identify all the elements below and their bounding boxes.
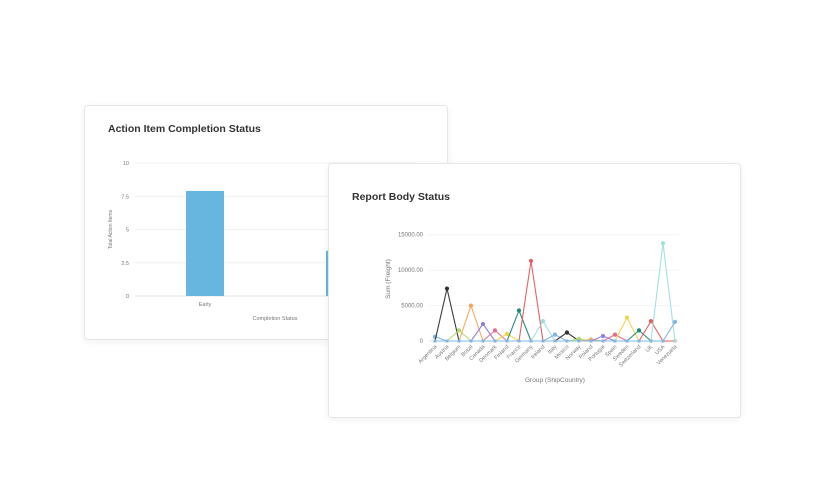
data-point [564, 330, 570, 335]
data-point [636, 328, 642, 333]
data-point [648, 319, 654, 324]
y-tick-label: 10000.00 [398, 268, 424, 274]
data-point [589, 339, 593, 343]
data-point [600, 333, 606, 339]
y-tick-label: 15000.00 [398, 233, 424, 239]
y-axis-label: Total Action Items [108, 209, 114, 249]
data-point [624, 315, 630, 320]
data-point [612, 332, 618, 337]
x-tick-label: UK [645, 344, 655, 354]
y-tick-label: 7.5 [121, 194, 129, 200]
data-point [613, 339, 617, 343]
y-tick-label: 0 [126, 294, 129, 300]
series-line [435, 323, 675, 342]
data-point [504, 331, 510, 337]
data-point [517, 339, 521, 343]
y-tick-label: 5000.00 [401, 304, 423, 310]
data-point [565, 339, 569, 343]
data-point [649, 339, 653, 343]
data-point [625, 339, 629, 343]
x-tick-label: Italy [547, 344, 559, 356]
data-point [444, 286, 450, 291]
data-point [505, 339, 509, 343]
data-point [541, 339, 545, 343]
data-point [433, 339, 437, 343]
data-point [601, 339, 605, 343]
data-point [552, 332, 558, 337]
data-point [492, 328, 498, 333]
data-point [528, 258, 534, 264]
data-point [469, 339, 473, 343]
x-tick-label: Ireland [530, 344, 546, 360]
x-axis-label: Completion Status [253, 316, 298, 322]
chart-title: Action Item Completion Status [108, 123, 261, 135]
x-axis-label: Group (ShipCountry) [525, 377, 585, 384]
data-point [673, 339, 677, 343]
y-axis-label: Sum (Freight) [385, 259, 392, 299]
y-tick-label: 0 [420, 339, 424, 345]
line-chart: 05000.0010000.0015000.00ArgentinaAustria… [385, 233, 679, 384]
bar [186, 190, 224, 296]
data-point [529, 339, 533, 343]
report-body-chart-card: Report Body Status 0 5000.00 10000.00 15000… [328, 163, 741, 418]
data-point [661, 339, 665, 343]
data-point [660, 241, 666, 246]
data-point [445, 339, 449, 343]
data-point [493, 339, 497, 343]
data-point [480, 321, 486, 327]
data-point [637, 339, 641, 343]
chart-title: Report Body Status [352, 191, 451, 203]
data-point [468, 303, 474, 308]
data-point [576, 336, 582, 341]
data-point [577, 339, 581, 343]
data-point [540, 319, 546, 324]
y-tick-label: 5 [126, 228, 129, 234]
data-point [456, 328, 462, 333]
x-tick-label: Early [199, 302, 212, 308]
data-point [481, 339, 485, 343]
data-point [516, 308, 522, 313]
data-point [457, 339, 461, 343]
y-tick-label: 10 [123, 161, 129, 167]
data-point [672, 319, 678, 324]
series-line [435, 242, 676, 342]
data-point [553, 339, 557, 343]
y-tick-label: 2.5 [121, 261, 129, 267]
